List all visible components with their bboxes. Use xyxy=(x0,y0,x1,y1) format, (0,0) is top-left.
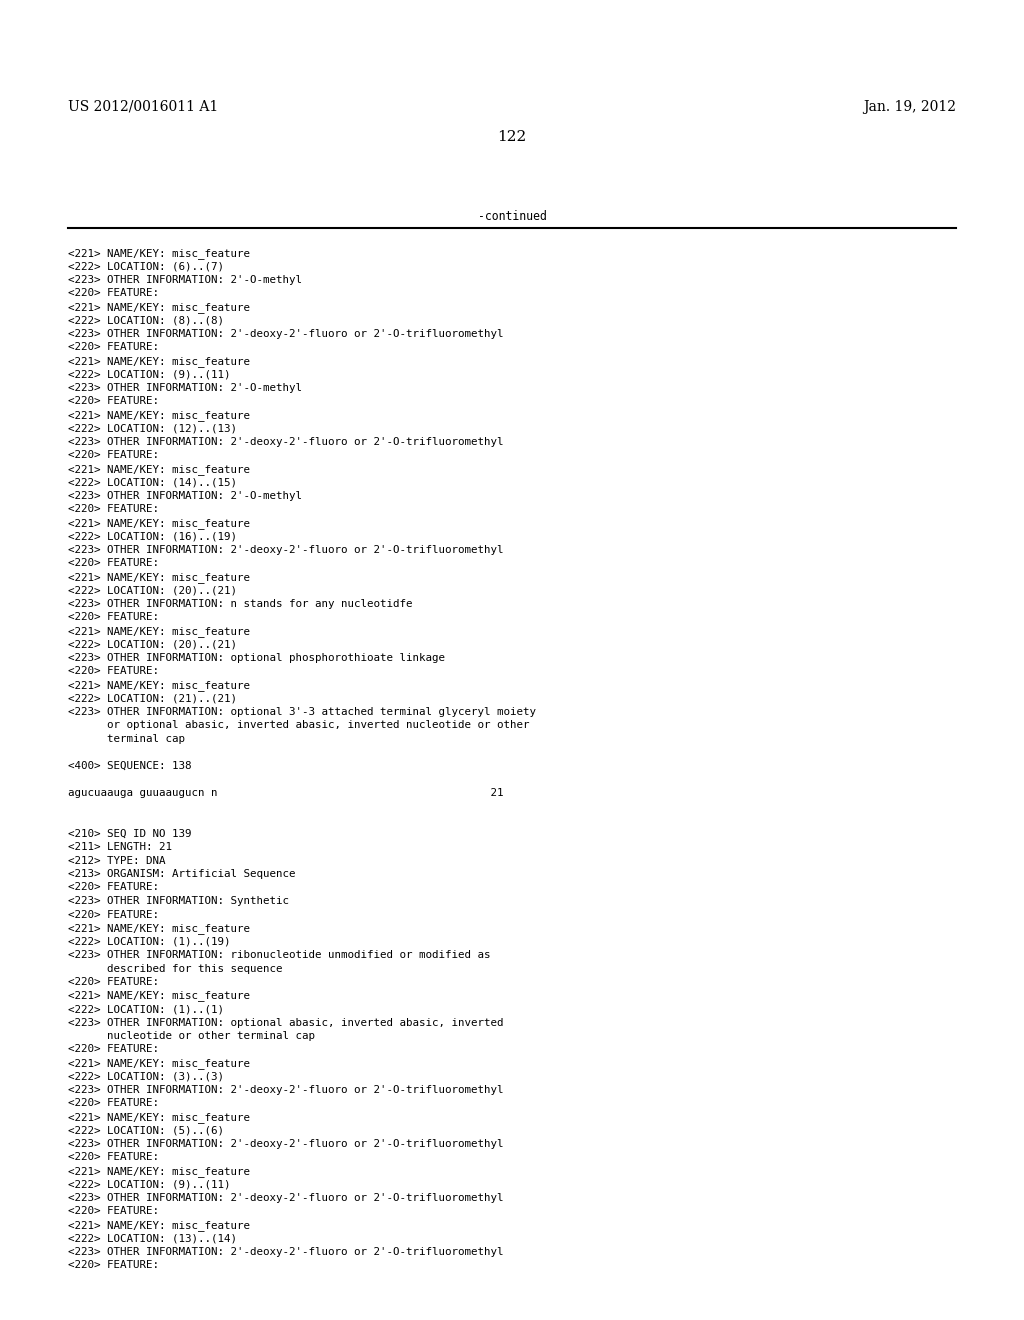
Text: <223> OTHER INFORMATION: 2'-deoxy-2'-fluoro or 2'-O-trifluoromethyl: <223> OTHER INFORMATION: 2'-deoxy-2'-flu… xyxy=(68,437,504,447)
Text: <221> NAME/KEY: misc_feature: <221> NAME/KEY: misc_feature xyxy=(68,411,250,421)
Text: <222> LOCATION: (9)..(11): <222> LOCATION: (9)..(11) xyxy=(68,370,230,380)
Text: <223> OTHER INFORMATION: ribonucleotide unmodified or modified as: <223> OTHER INFORMATION: ribonucleotide … xyxy=(68,950,490,960)
Text: <222> LOCATION: (20)..(21): <222> LOCATION: (20)..(21) xyxy=(68,639,237,649)
Text: <211> LENGTH: 21: <211> LENGTH: 21 xyxy=(68,842,172,851)
Text: <222> LOCATION: (13)..(14): <222> LOCATION: (13)..(14) xyxy=(68,1233,237,1243)
Text: <220> FEATURE:: <220> FEATURE: xyxy=(68,289,159,298)
Text: <220> FEATURE:: <220> FEATURE: xyxy=(68,1206,159,1217)
Text: <221> NAME/KEY: misc_feature: <221> NAME/KEY: misc_feature xyxy=(68,302,250,313)
Text: <220> FEATURE:: <220> FEATURE: xyxy=(68,883,159,892)
Text: <223> OTHER INFORMATION: 2'-O-methyl: <223> OTHER INFORMATION: 2'-O-methyl xyxy=(68,383,302,393)
Text: Jan. 19, 2012: Jan. 19, 2012 xyxy=(863,100,956,114)
Text: <223> OTHER INFORMATION: 2'-deoxy-2'-fluoro or 2'-O-trifluoromethyl: <223> OTHER INFORMATION: 2'-deoxy-2'-flu… xyxy=(68,1139,504,1148)
Text: <222> LOCATION: (3)..(3): <222> LOCATION: (3)..(3) xyxy=(68,1072,224,1081)
Text: <400> SEQUENCE: 138: <400> SEQUENCE: 138 xyxy=(68,762,191,771)
Text: <220> FEATURE:: <220> FEATURE: xyxy=(68,977,159,987)
Text: <223> OTHER INFORMATION: 2'-deoxy-2'-fluoro or 2'-O-trifluoromethyl: <223> OTHER INFORMATION: 2'-deoxy-2'-flu… xyxy=(68,1085,504,1096)
Text: <222> LOCATION: (5)..(6): <222> LOCATION: (5)..(6) xyxy=(68,1126,224,1135)
Text: <220> FEATURE:: <220> FEATURE: xyxy=(68,667,159,676)
Text: <220> FEATURE:: <220> FEATURE: xyxy=(68,396,159,407)
Text: <221> NAME/KEY: misc_feature: <221> NAME/KEY: misc_feature xyxy=(68,626,250,638)
Text: <223> OTHER INFORMATION: 2'-deoxy-2'-fluoro or 2'-O-trifluoromethyl: <223> OTHER INFORMATION: 2'-deoxy-2'-flu… xyxy=(68,1247,504,1257)
Text: described for this sequence: described for this sequence xyxy=(68,964,283,974)
Text: US 2012/0016011 A1: US 2012/0016011 A1 xyxy=(68,100,218,114)
Text: <221> NAME/KEY: misc_feature: <221> NAME/KEY: misc_feature xyxy=(68,1111,250,1123)
Text: <220> FEATURE:: <220> FEATURE: xyxy=(68,1098,159,1109)
Text: <220> FEATURE:: <220> FEATURE: xyxy=(68,504,159,515)
Text: <221> NAME/KEY: misc_feature: <221> NAME/KEY: misc_feature xyxy=(68,1220,250,1232)
Text: <221> NAME/KEY: misc_feature: <221> NAME/KEY: misc_feature xyxy=(68,1059,250,1069)
Text: <222> LOCATION: (1)..(1): <222> LOCATION: (1)..(1) xyxy=(68,1005,224,1014)
Text: <212> TYPE: DNA: <212> TYPE: DNA xyxy=(68,855,166,866)
Text: <220> FEATURE:: <220> FEATURE: xyxy=(68,612,159,623)
Text: <222> LOCATION: (12)..(13): <222> LOCATION: (12)..(13) xyxy=(68,424,237,433)
Text: -continued: -continued xyxy=(477,210,547,223)
Text: <220> FEATURE:: <220> FEATURE: xyxy=(68,1152,159,1163)
Text: <223> OTHER INFORMATION: 2'-O-methyl: <223> OTHER INFORMATION: 2'-O-methyl xyxy=(68,275,302,285)
Text: <221> NAME/KEY: misc_feature: <221> NAME/KEY: misc_feature xyxy=(68,465,250,475)
Text: <222> LOCATION: (16)..(19): <222> LOCATION: (16)..(19) xyxy=(68,532,237,541)
Text: <223> OTHER INFORMATION: 2'-deoxy-2'-fluoro or 2'-O-trifluoromethyl: <223> OTHER INFORMATION: 2'-deoxy-2'-flu… xyxy=(68,329,504,339)
Text: <220> FEATURE:: <220> FEATURE: xyxy=(68,342,159,352)
Text: <222> LOCATION: (21)..(21): <222> LOCATION: (21)..(21) xyxy=(68,693,237,704)
Text: <220> FEATURE:: <220> FEATURE: xyxy=(68,1044,159,1055)
Text: or optional abasic, inverted abasic, inverted nucleotide or other: or optional abasic, inverted abasic, inv… xyxy=(68,721,529,730)
Text: <222> LOCATION: (8)..(8): <222> LOCATION: (8)..(8) xyxy=(68,315,224,326)
Text: <223> OTHER INFORMATION: Synthetic: <223> OTHER INFORMATION: Synthetic xyxy=(68,896,289,906)
Text: <223> OTHER INFORMATION: optional abasic, inverted abasic, inverted: <223> OTHER INFORMATION: optional abasic… xyxy=(68,1018,504,1027)
Text: <221> NAME/KEY: misc_feature: <221> NAME/KEY: misc_feature xyxy=(68,248,250,259)
Text: <220> FEATURE:: <220> FEATURE: xyxy=(68,909,159,920)
Text: <223> OTHER INFORMATION: optional 3'-3 attached terminal glyceryl moiety: <223> OTHER INFORMATION: optional 3'-3 a… xyxy=(68,708,536,717)
Text: <222> LOCATION: (14)..(15): <222> LOCATION: (14)..(15) xyxy=(68,478,237,487)
Text: <223> OTHER INFORMATION: optional phosphorothioate linkage: <223> OTHER INFORMATION: optional phosph… xyxy=(68,653,445,663)
Text: <221> NAME/KEY: misc_feature: <221> NAME/KEY: misc_feature xyxy=(68,517,250,529)
Text: <223> OTHER INFORMATION: 2'-deoxy-2'-fluoro or 2'-O-trifluoromethyl: <223> OTHER INFORMATION: 2'-deoxy-2'-flu… xyxy=(68,545,504,554)
Text: <221> NAME/KEY: misc_feature: <221> NAME/KEY: misc_feature xyxy=(68,923,250,935)
Text: <222> LOCATION: (6)..(7): <222> LOCATION: (6)..(7) xyxy=(68,261,224,272)
Text: 122: 122 xyxy=(498,129,526,144)
Text: <223> OTHER INFORMATION: n stands for any nucleotidfe: <223> OTHER INFORMATION: n stands for an… xyxy=(68,599,413,609)
Text: <220> FEATURE:: <220> FEATURE: xyxy=(68,1261,159,1270)
Text: <210> SEQ ID NO 139: <210> SEQ ID NO 139 xyxy=(68,829,191,838)
Text: <222> LOCATION: (1)..(19): <222> LOCATION: (1)..(19) xyxy=(68,936,230,946)
Text: <223> OTHER INFORMATION: 2'-deoxy-2'-fluoro or 2'-O-trifluoromethyl: <223> OTHER INFORMATION: 2'-deoxy-2'-flu… xyxy=(68,1193,504,1203)
Text: terminal cap: terminal cap xyxy=(68,734,185,744)
Text: <220> FEATURE:: <220> FEATURE: xyxy=(68,558,159,569)
Text: nucleotide or other terminal cap: nucleotide or other terminal cap xyxy=(68,1031,315,1041)
Text: <213> ORGANISM: Artificial Sequence: <213> ORGANISM: Artificial Sequence xyxy=(68,869,296,879)
Text: <223> OTHER INFORMATION: 2'-O-methyl: <223> OTHER INFORMATION: 2'-O-methyl xyxy=(68,491,302,502)
Text: agucuaauga guuaaugucn n                                          21: agucuaauga guuaaugucn n 21 xyxy=(68,788,504,799)
Text: <220> FEATURE:: <220> FEATURE: xyxy=(68,450,159,461)
Text: <221> NAME/KEY: misc_feature: <221> NAME/KEY: misc_feature xyxy=(68,680,250,690)
Text: <221> NAME/KEY: misc_feature: <221> NAME/KEY: misc_feature xyxy=(68,1166,250,1177)
Text: <221> NAME/KEY: misc_feature: <221> NAME/KEY: misc_feature xyxy=(68,356,250,367)
Text: <222> LOCATION: (20)..(21): <222> LOCATION: (20)..(21) xyxy=(68,586,237,595)
Text: <221> NAME/KEY: misc_feature: <221> NAME/KEY: misc_feature xyxy=(68,990,250,1002)
Text: <221> NAME/KEY: misc_feature: <221> NAME/KEY: misc_feature xyxy=(68,572,250,583)
Text: <222> LOCATION: (9)..(11): <222> LOCATION: (9)..(11) xyxy=(68,1180,230,1189)
